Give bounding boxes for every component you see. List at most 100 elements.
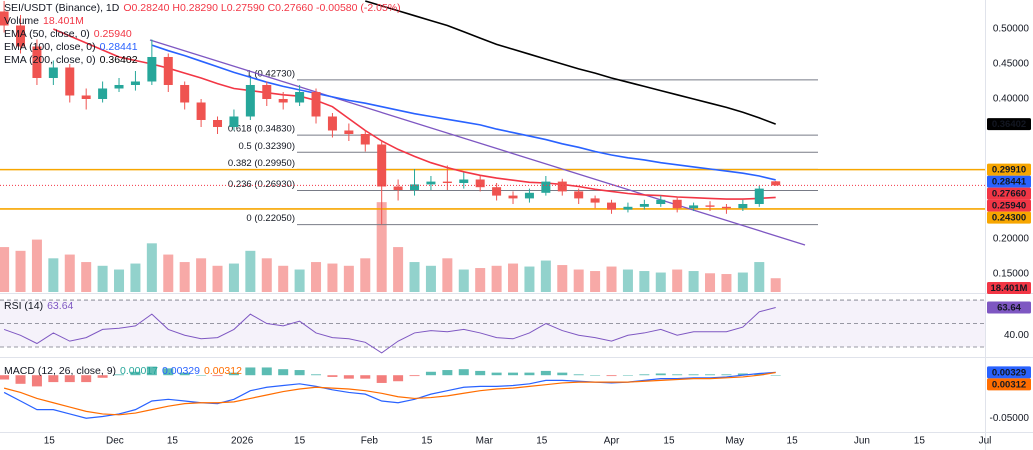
- candle-body: [130, 81, 140, 85]
- macd-histogram-bar: [475, 370, 486, 376]
- x-tick-label: Apr: [604, 436, 620, 447]
- macd-histogram-bar: [97, 375, 108, 378]
- volume-bar: [245, 250, 256, 292]
- volume-bar: [163, 254, 174, 292]
- candle-body: [738, 204, 748, 209]
- legend-text: 0.00312: [204, 365, 242, 377]
- candle-body: [672, 199, 682, 209]
- price-tag-bg: [987, 118, 1031, 131]
- volume-tag: 18.401M: [991, 283, 1028, 294]
- macd-histogram-bar: [278, 369, 289, 376]
- macd-histogram-bar: [130, 371, 141, 376]
- macd-histogram-bar: [261, 367, 272, 376]
- macd-tag-bg: [987, 378, 1031, 391]
- macd-histogram-bar: [590, 375, 601, 376]
- macd-histogram-bar: [48, 375, 59, 383]
- legend-line: MACD (12, 26, close, 9) 0.00017 0.00329 0.0…: [4, 365, 242, 377]
- candle-body: [393, 186, 403, 190]
- macd-line: [3, 371, 776, 416]
- macd-histogram-bar: [343, 375, 354, 379]
- candle-body: [639, 204, 649, 207]
- fib-label: 1 (0.42730): [246, 68, 295, 79]
- volume-bar: [606, 266, 617, 292]
- macd-histogram-bar: [64, 375, 75, 383]
- rsi-line: [3, 307, 776, 354]
- macd-histogram-bar: [114, 374, 125, 376]
- legend-text: RSI (14): [4, 300, 43, 312]
- volume-bar: [672, 269, 683, 292]
- candle-body: [344, 130, 354, 134]
- legend-text: 0.25940: [94, 28, 132, 40]
- macd-histogram-bar: [294, 370, 305, 376]
- candle-body: [410, 184, 420, 190]
- macd-histogram-bar: [81, 375, 92, 383]
- price-tag-bg: [987, 163, 1031, 176]
- volume-bar: [196, 258, 207, 292]
- macd-histogram-bar: [458, 369, 469, 376]
- volume-bar: [557, 265, 568, 292]
- volume-bar: [442, 258, 453, 292]
- candle-body: [311, 91, 321, 117]
- macd-histogram-bar: [721, 374, 732, 376]
- macd-histogram-bar: [31, 375, 42, 387]
- macd-histogram-bar: [639, 374, 650, 376]
- candle-body: [295, 91, 305, 103]
- x-tick-label: 15: [167, 436, 179, 447]
- candle-body: [656, 199, 666, 205]
- volume-bar: [278, 265, 289, 292]
- candle-body: [492, 187, 502, 196]
- fib-label: 0.618 (0.34830): [228, 124, 295, 135]
- candle-body: [98, 88, 108, 99]
- candle-body: [327, 116, 337, 131]
- candle-body: [245, 84, 255, 117]
- candle-body: [360, 133, 370, 145]
- legend-text: 63.64: [47, 300, 73, 312]
- price-tag-bg: [987, 187, 1031, 200]
- volume-bar: [360, 258, 371, 292]
- macd-histogram-bar: [425, 371, 436, 376]
- x-tick-label: 15: [914, 436, 926, 447]
- volume-bar: [228, 263, 239, 292]
- volume-bar: [48, 258, 59, 292]
- macd-histogram-bar: [491, 372, 502, 376]
- candle-body: [426, 181, 436, 185]
- macd-histogram-bar: [606, 375, 617, 377]
- volume-bar: [639, 271, 650, 292]
- macd-histogram-bar: [622, 375, 633, 376]
- candle-body: [705, 205, 715, 207]
- macd-histogram-bar: [770, 375, 781, 376]
- trendline: [149, 39, 806, 246]
- candle-body: [541, 181, 551, 193]
- candle-body: [623, 206, 633, 210]
- macd-histogram-bar: [442, 370, 453, 376]
- price-tag: 0.25940: [992, 201, 1026, 212]
- volume-bar: [294, 269, 305, 292]
- axes: 15 Dec 15 2026 15 Feb 15 Mar 15 Apr 15 May 15 Jun 15 Ju…: [44, 24, 1031, 447]
- legend-text: EMA (100, close, 0): [4, 41, 96, 53]
- volume-bar: [212, 265, 223, 292]
- volume-bar: [15, 250, 26, 292]
- candle-body: [574, 191, 584, 199]
- macd-histogram-bar: [557, 372, 568, 376]
- price-tag: 0.27660: [992, 189, 1026, 200]
- legend-line: SEI/USDT (Binance), 1D O0.28240 H0.28290 …: [4, 2, 401, 14]
- rsi-tag: 63.64: [997, 303, 1021, 314]
- volume-bar: [31, 239, 42, 292]
- legend-text: SEI/USDT (Binance), 1D: [4, 2, 120, 14]
- volume-bar: [146, 243, 157, 292]
- price-tag: 0.29910: [992, 165, 1026, 176]
- x-tick-label: Feb: [361, 436, 379, 447]
- volume-bar: [754, 262, 765, 292]
- x-tick-label: 2026: [231, 436, 254, 447]
- ema-line: [53, 28, 776, 200]
- macd-histogram-bar: [327, 375, 338, 377]
- legend-text: 0.28441: [100, 41, 138, 53]
- macd-histogram-bar: [393, 375, 404, 382]
- volume-bar: [97, 265, 108, 292]
- volume-bar: [311, 262, 322, 292]
- volume-bar: [343, 265, 354, 292]
- macd-histogram-bar: [754, 373, 765, 376]
- fib-label: 0.236 (0.26930): [228, 179, 295, 190]
